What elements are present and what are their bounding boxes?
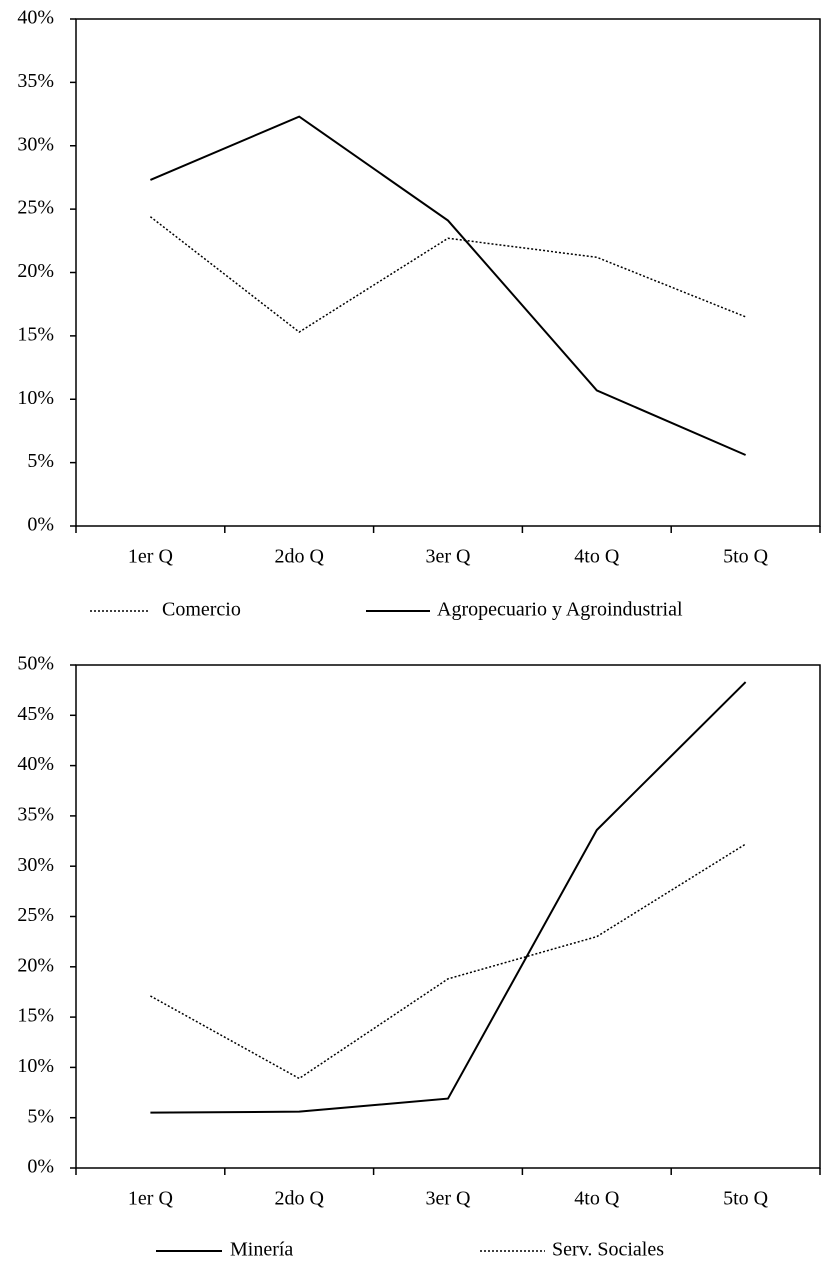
series-line [149,216,746,333]
y-tick-label: 50% [17,653,54,675]
y-tick-label: 40% [17,7,54,29]
x-tick-label: 4to Q [574,1188,620,1210]
x-tick-label: 2do Q [274,546,324,568]
y-tick-label: 25% [17,197,54,219]
legend-label: Comercio [162,599,241,621]
y-tick-label: 30% [17,854,54,876]
plot-frame [75,664,821,1169]
x-tick-label: 2do Q [274,1188,324,1210]
plot-frame [75,18,821,527]
x-tick-label: 1er Q [128,1188,174,1210]
x-tick-label: 3er Q [426,1188,472,1210]
y-tick-label: 10% [17,387,54,409]
legend-label: Serv. Sociales [552,1239,664,1261]
y-tick-label: 5% [27,1105,54,1127]
x-tick-label: 4to Q [574,546,620,568]
y-tick-label: 5% [27,450,54,472]
x-tick-label: 3er Q [426,546,472,568]
y-tick-label: 45% [17,703,54,725]
series-line [150,681,747,1114]
y-tick-label: 40% [17,753,54,775]
series-line [150,115,746,456]
y-tick-label: 10% [17,1055,54,1077]
y-tick-label: 35% [17,70,54,92]
series-line [150,843,746,1080]
y-tick-label: 20% [17,954,54,976]
y-tick-label: 15% [17,1005,54,1027]
legend-label: Agropecuario y Agroindustrial [437,599,683,621]
legend-label: Minería [230,1239,293,1261]
y-tick-label: 15% [17,323,54,345]
x-tick-label: 5to Q [723,546,769,568]
x-tick-label: 5to Q [723,1188,769,1210]
y-tick-label: 20% [17,260,54,282]
y-tick-label: 30% [17,133,54,155]
y-tick-label: 0% [27,1156,54,1178]
y-tick-label: 25% [17,904,54,926]
y-tick-label: 0% [27,514,54,536]
y-tick-label: 35% [17,803,54,825]
x-tick-label: 1er Q [128,546,174,568]
